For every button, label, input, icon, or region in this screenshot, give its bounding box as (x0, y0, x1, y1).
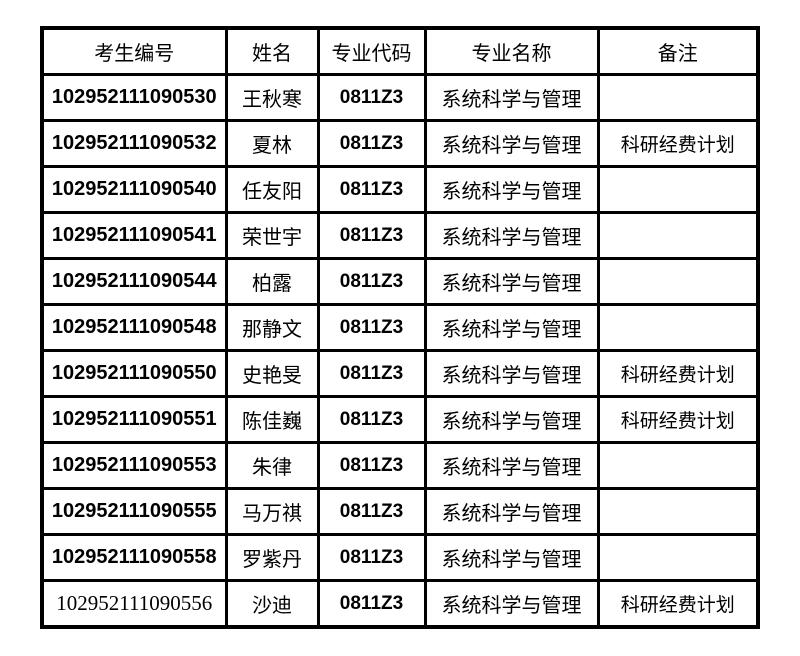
table-row: 102952111090530 王秋寒 0811Z3 系统科学与管理 (40, 73, 760, 122)
table-row: 102952111090550 史艳旻 0811Z3 系统科学与管理 科研经费计… (40, 349, 760, 398)
table-row: 102952111090555 马万祺 0811Z3 系统科学与管理 (40, 487, 760, 536)
major-code: 0811Z3 (316, 487, 427, 536)
remark: 科研经费计划 (596, 119, 760, 168)
candidate-id: 102952111090551 (40, 395, 228, 444)
table-row: 102952111090558 罗紫丹 0811Z3 系统科学与管理 (40, 533, 760, 582)
table-row: 102952111090540 任友阳 0811Z3 系统科学与管理 (40, 165, 760, 214)
candidate-id: 102952111090553 (40, 441, 228, 490)
candidate-id: 102952111090541 (40, 211, 228, 260)
remark (596, 441, 760, 490)
major-code: 0811Z3 (316, 73, 427, 122)
major-name: 系统科学与管理 (423, 441, 600, 490)
major-name: 系统科学与管理 (423, 211, 600, 260)
remark (596, 487, 760, 536)
candidate-name: 王秋寒 (224, 73, 320, 122)
remark (596, 533, 760, 582)
candidate-name: 柏露 (224, 257, 320, 306)
major-name: 系统科学与管理 (423, 303, 600, 352)
remark (596, 257, 760, 306)
major-code: 0811Z3 (316, 303, 427, 352)
header-major-code: 专业代码 (316, 26, 427, 76)
candidate-name: 陈佳巍 (224, 395, 320, 444)
major-code: 0811Z3 (316, 257, 427, 306)
table-row: 102952111090541 荣世宇 0811Z3 系统科学与管理 (40, 211, 760, 260)
table-row: 102952111090551 陈佳巍 0811Z3 系统科学与管理 科研经费计… (40, 395, 760, 444)
header-major-name: 专业名称 (423, 26, 600, 76)
major-name: 系统科学与管理 (423, 349, 600, 398)
major-name: 系统科学与管理 (423, 579, 600, 629)
header-name: 姓名 (224, 26, 320, 76)
table-header-row: 考生编号 姓名 专业代码 专业名称 备注 (40, 26, 760, 76)
candidate-name: 朱律 (224, 441, 320, 490)
candidate-id: 102952111090544 (40, 257, 228, 306)
candidate-id: 102952111090555 (40, 487, 228, 536)
major-name: 系统科学与管理 (423, 119, 600, 168)
major-name: 系统科学与管理 (423, 487, 600, 536)
major-name: 系统科学与管理 (423, 533, 600, 582)
remark (596, 165, 760, 214)
major-name: 系统科学与管理 (423, 73, 600, 122)
header-remark: 备注 (596, 26, 760, 76)
candidate-name: 夏林 (224, 119, 320, 168)
major-code: 0811Z3 (316, 349, 427, 398)
remark: 科研经费计划 (596, 349, 760, 398)
candidate-id: 102952111090556 (40, 579, 228, 629)
major-code: 0811Z3 (316, 441, 427, 490)
table-row: 102952111090532 夏林 0811Z3 系统科学与管理 科研经费计划 (40, 119, 760, 168)
table-row: 102952111090556 沙迪 0811Z3 系统科学与管理 科研经费计划 (40, 579, 760, 629)
table-row: 102952111090548 那静文 0811Z3 系统科学与管理 (40, 303, 760, 352)
remark (596, 303, 760, 352)
candidate-name: 罗紫丹 (224, 533, 320, 582)
major-name: 系统科学与管理 (423, 165, 600, 214)
candidate-name: 沙迪 (224, 579, 320, 629)
candidate-table: 考生编号 姓名 专业代码 专业名称 备注 102952111090530 王秋寒… (40, 26, 760, 629)
remark (596, 73, 760, 122)
major-code: 0811Z3 (316, 119, 427, 168)
major-code: 0811Z3 (316, 579, 427, 629)
header-candidate-id: 考生编号 (40, 26, 228, 76)
major-code: 0811Z3 (316, 533, 427, 582)
major-code: 0811Z3 (316, 165, 427, 214)
candidate-id: 102952111090540 (40, 165, 228, 214)
major-name: 系统科学与管理 (423, 257, 600, 306)
major-code: 0811Z3 (316, 211, 427, 260)
candidate-name: 任友阳 (224, 165, 320, 214)
remark: 科研经费计划 (596, 579, 760, 629)
candidate-name: 马万祺 (224, 487, 320, 536)
candidate-id: 102952111090532 (40, 119, 228, 168)
major-name: 系统科学与管理 (423, 395, 600, 444)
candidate-name: 史艳旻 (224, 349, 320, 398)
candidate-name: 荣世宇 (224, 211, 320, 260)
candidate-name: 那静文 (224, 303, 320, 352)
table-row: 102952111090553 朱律 0811Z3 系统科学与管理 (40, 441, 760, 490)
candidate-id: 102952111090548 (40, 303, 228, 352)
remark (596, 211, 760, 260)
candidate-id: 102952111090558 (40, 533, 228, 582)
candidate-id: 102952111090530 (40, 73, 228, 122)
major-code: 0811Z3 (316, 395, 427, 444)
candidate-id: 102952111090550 (40, 349, 228, 398)
table-row: 102952111090544 柏露 0811Z3 系统科学与管理 (40, 257, 760, 306)
remark: 科研经费计划 (596, 395, 760, 444)
